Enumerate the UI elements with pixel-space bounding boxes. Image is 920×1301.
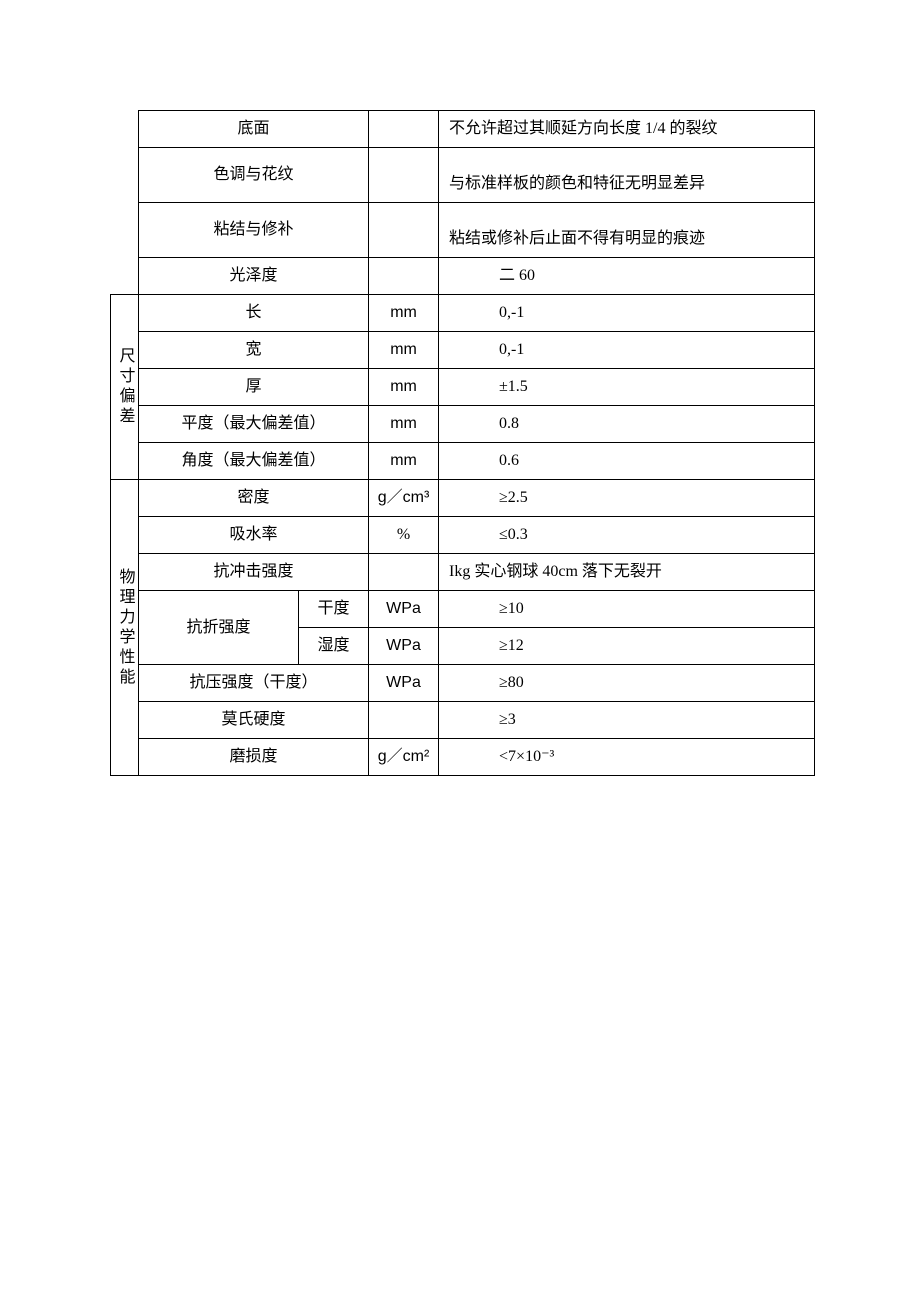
row-unit: mm	[369, 369, 439, 406]
row-label: 抗冲击强度	[139, 554, 369, 591]
section-header-dimensions: 尺寸偏差	[111, 295, 139, 480]
table-row: 角度（最大偏差值） mm 0.6	[111, 443, 815, 480]
row-label: 抗折强度	[139, 591, 299, 665]
table-row: 宽 mm 0,-1	[111, 332, 815, 369]
row-value: 粘结或修补后止面不得有明显的痕迹	[439, 203, 815, 258]
table-row: 抗折强度 干度 WPa ≥10	[111, 591, 815, 628]
row-unit: mm	[369, 406, 439, 443]
row-unit	[369, 702, 439, 739]
row-value: 二 60	[439, 258, 815, 295]
table-row: 粘结与修补 粘结或修补后止面不得有明显的痕迹	[111, 203, 815, 258]
row-unit	[369, 148, 439, 203]
row-value: 不允许超过其顺延方向长度 1/4 的裂纹	[439, 111, 815, 148]
specification-table: 底面 不允许超过其顺延方向长度 1/4 的裂纹 色调与花纹 与标准样板的颜色和特…	[110, 110, 815, 776]
table-row: 抗压强度（干度） WPa ≥80	[111, 665, 815, 702]
row-value: ≥3	[439, 702, 815, 739]
row-label: 密度	[139, 480, 369, 517]
row-value: 0,-1	[439, 332, 815, 369]
table-row: 磨损度 g／cm² <7×10⁻³	[111, 739, 815, 776]
table-row: 吸水率 % ≤0.3	[111, 517, 815, 554]
table-row: 光泽度 二 60	[111, 258, 815, 295]
row-value: ≥10	[439, 591, 815, 628]
row-unit: WPa	[369, 628, 439, 665]
row-label: 粘结与修补	[139, 203, 369, 258]
row-sublabel: 湿度	[299, 628, 369, 665]
row-value: 0.6	[439, 443, 815, 480]
table-row: 平度（最大偏差值） mm 0.8	[111, 406, 815, 443]
row-label: 光泽度	[139, 258, 369, 295]
table-row: 抗冲击强度 Ikg 实心钢球 40cm 落下无裂开	[111, 554, 815, 591]
row-value: 0.8	[439, 406, 815, 443]
table-row: 厚 mm ±1.5	[111, 369, 815, 406]
row-unit	[369, 203, 439, 258]
row-unit: mm	[369, 443, 439, 480]
row-label: 底面	[139, 111, 369, 148]
section-header-blank	[111, 111, 139, 295]
row-unit: mm	[369, 295, 439, 332]
table-row: 色调与花纹 与标准样板的颜色和特征无明显差异	[111, 148, 815, 203]
row-value: ≥12	[439, 628, 815, 665]
row-sublabel: 干度	[299, 591, 369, 628]
table-row: 底面 不允许超过其顺延方向长度 1/4 的裂纹	[111, 111, 815, 148]
row-label: 厚	[139, 369, 369, 406]
row-label: 长	[139, 295, 369, 332]
row-label: 抗压强度（干度）	[139, 665, 369, 702]
row-value: 0,-1	[439, 295, 815, 332]
table-row: 莫氏硬度 ≥3	[111, 702, 815, 739]
table-row: 尺寸偏差 长 mm 0,-1	[111, 295, 815, 332]
row-unit: g／cm²	[369, 739, 439, 776]
row-label: 吸水率	[139, 517, 369, 554]
row-label: 磨损度	[139, 739, 369, 776]
table-row: 物理力学性能 密度 g／cm³ ≥2.5	[111, 480, 815, 517]
row-value: ≥2.5	[439, 480, 815, 517]
row-value: <7×10⁻³	[439, 739, 815, 776]
row-unit	[369, 111, 439, 148]
row-unit: WPa	[369, 665, 439, 702]
document-page: 底面 不允许超过其顺延方向长度 1/4 的裂纹 色调与花纹 与标准样板的颜色和特…	[0, 0, 920, 1301]
row-label: 莫氏硬度	[139, 702, 369, 739]
section-header-physical: 物理力学性能	[111, 480, 139, 776]
row-value: 与标准样板的颜色和特征无明显差异	[439, 148, 815, 203]
row-unit	[369, 554, 439, 591]
row-label: 色调与花纹	[139, 148, 369, 203]
row-unit: WPa	[369, 591, 439, 628]
row-unit: g／cm³	[369, 480, 439, 517]
row-unit: %	[369, 517, 439, 554]
row-label: 平度（最大偏差值）	[139, 406, 369, 443]
row-value: Ikg 实心钢球 40cm 落下无裂开	[439, 554, 815, 591]
row-value: ≤0.3	[439, 517, 815, 554]
row-value: ≥80	[439, 665, 815, 702]
row-label: 角度（最大偏差值）	[139, 443, 369, 480]
row-unit	[369, 258, 439, 295]
row-value: ±1.5	[439, 369, 815, 406]
row-label: 宽	[139, 332, 369, 369]
row-unit: mm	[369, 332, 439, 369]
